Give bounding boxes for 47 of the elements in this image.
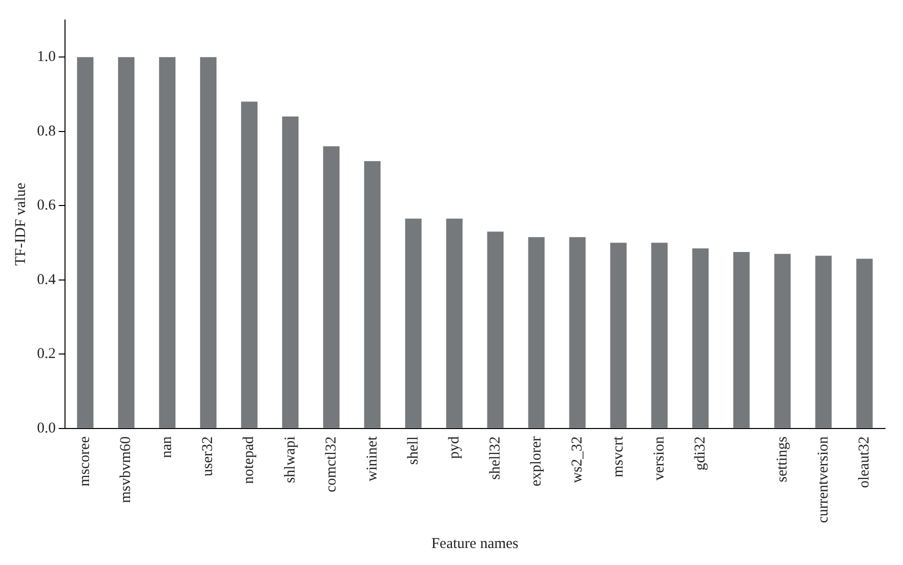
bar [733,252,750,428]
bar [118,57,134,428]
x-tick-label: msvbvm60 [118,436,134,504]
y-tick-label: 1.0 [37,49,56,66]
bar [77,57,94,428]
x-tick-label: comctl32 [323,436,340,492]
bar [815,256,832,428]
x-tick-label: shlwapi [282,436,298,484]
y-axis-title: TF-IDF value [12,182,29,266]
x-tick-label: version [651,436,668,481]
y-tick-label: 0.4 [37,272,56,288]
bar [487,232,504,428]
y-tick-label: 0.2 [37,346,56,362]
x-tick-label: shell [405,436,422,465]
bar [241,102,258,428]
x-tick-label: shell32 [487,436,504,480]
y-tick-label: 0.0 [37,420,56,436]
bar [159,57,176,428]
x-tick-label: pyd [446,436,462,459]
bar [528,237,545,428]
x-tick-label: oleaut32 [856,436,872,488]
bar [569,237,586,428]
bar [692,248,709,428]
x-tick-label: settings [774,436,790,482]
x-tick-label: gdi32 [692,436,708,471]
bar [774,254,791,428]
x-tick-label: msvcrt [610,436,626,478]
x-tick-label: nan [159,436,176,458]
bar [651,242,668,428]
bar [405,218,422,428]
x-tick-label: wininet [364,436,380,482]
y-tick-label: 0.6 [37,198,56,214]
bar [856,258,873,428]
y-tick-label: 0.8 [37,123,56,140]
x-tick-label: mscoree [77,436,94,486]
bar [446,218,463,428]
x-tick-label: user32 [200,436,216,476]
bar [610,242,627,428]
x-tick-label: notepad [241,436,258,484]
bar [200,57,216,428]
x-tick-label: currentversion [815,436,832,524]
bar [364,161,381,428]
bar [282,116,299,428]
x-tick-label: explorer [528,436,544,486]
x-axis-title: Feature names [431,536,519,552]
bar [323,146,340,428]
x-tick-label: ws2_32 [569,436,586,484]
